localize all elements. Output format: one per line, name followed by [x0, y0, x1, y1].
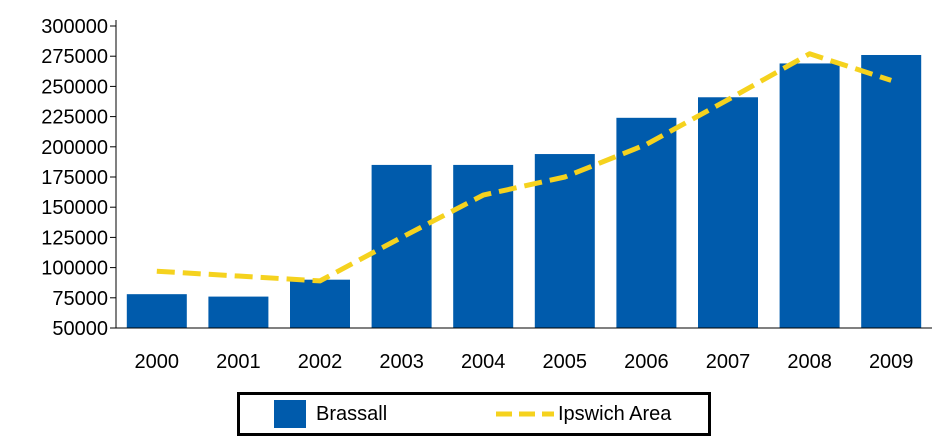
x-tick-label: 2007: [706, 351, 751, 373]
y-tick-label: 150000: [41, 197, 108, 219]
x-tick-label: 2008: [787, 351, 832, 373]
x-tick-label: 2006: [624, 351, 669, 373]
ipswich-area-line: [156, 51, 892, 284]
x-tick-label: 2005: [543, 351, 588, 373]
x-tick-label: 2009: [869, 351, 914, 373]
y-tick-label: 225000: [41, 107, 108, 129]
x-tick-label: 2000: [135, 351, 180, 373]
y-tick-label: 275000: [41, 46, 108, 68]
bar-2003: [371, 164, 432, 328]
y-tick-label: 125000: [41, 227, 108, 249]
x-tick-label: 2003: [379, 351, 424, 373]
bar-2001: [208, 296, 269, 328]
bar-2006: [616, 117, 677, 328]
legend-item-ipswich-area: Ipswich Area: [496, 395, 671, 433]
bar-2009: [861, 54, 922, 328]
x-tick-label: 2002: [298, 351, 343, 373]
x-tick-label: 2001: [216, 351, 261, 373]
line-series-ipswich-area: [156, 51, 892, 284]
chart-canvas: 300000 275000 250000 225000 200000 175000 1500…: [41, 16, 932, 373]
bar-2007: [698, 97, 758, 328]
legend-swatch-line: [496, 411, 554, 417]
y-axis-ticks: 300000 275000 250000 225000 200000 175000 1500…: [41, 16, 116, 340]
legend-item-brassall: Brassall: [274, 395, 387, 433]
y-tick-label: 175000: [41, 167, 108, 189]
y-tick-label: 300000: [41, 16, 108, 38]
bar-series-brassall: [126, 54, 922, 328]
bar-2002: [290, 279, 350, 328]
x-axis-ticks: 2000 2001 2002 2003 2004 2005 2006 2007 2008 2009: [135, 351, 914, 373]
y-tick-label: 50000: [52, 318, 108, 340]
x-tick-label: 2004: [461, 351, 506, 373]
legend-swatch-bar: [274, 400, 306, 428]
y-tick-label: 100000: [41, 258, 108, 280]
bar-2008: [779, 63, 840, 328]
chart-legend: Brassall Ipswich Area: [237, 392, 711, 436]
y-tick-label: 250000: [41, 76, 108, 98]
legend-label-brassall: Brassall: [316, 402, 388, 425]
legend-label-ipswich-area: Ipswich Area: [558, 402, 672, 425]
bar-2005: [534, 154, 595, 328]
y-tick-label: 75000: [52, 288, 108, 310]
bar-2000: [126, 294, 187, 328]
y-tick-label: 200000: [41, 137, 108, 159]
